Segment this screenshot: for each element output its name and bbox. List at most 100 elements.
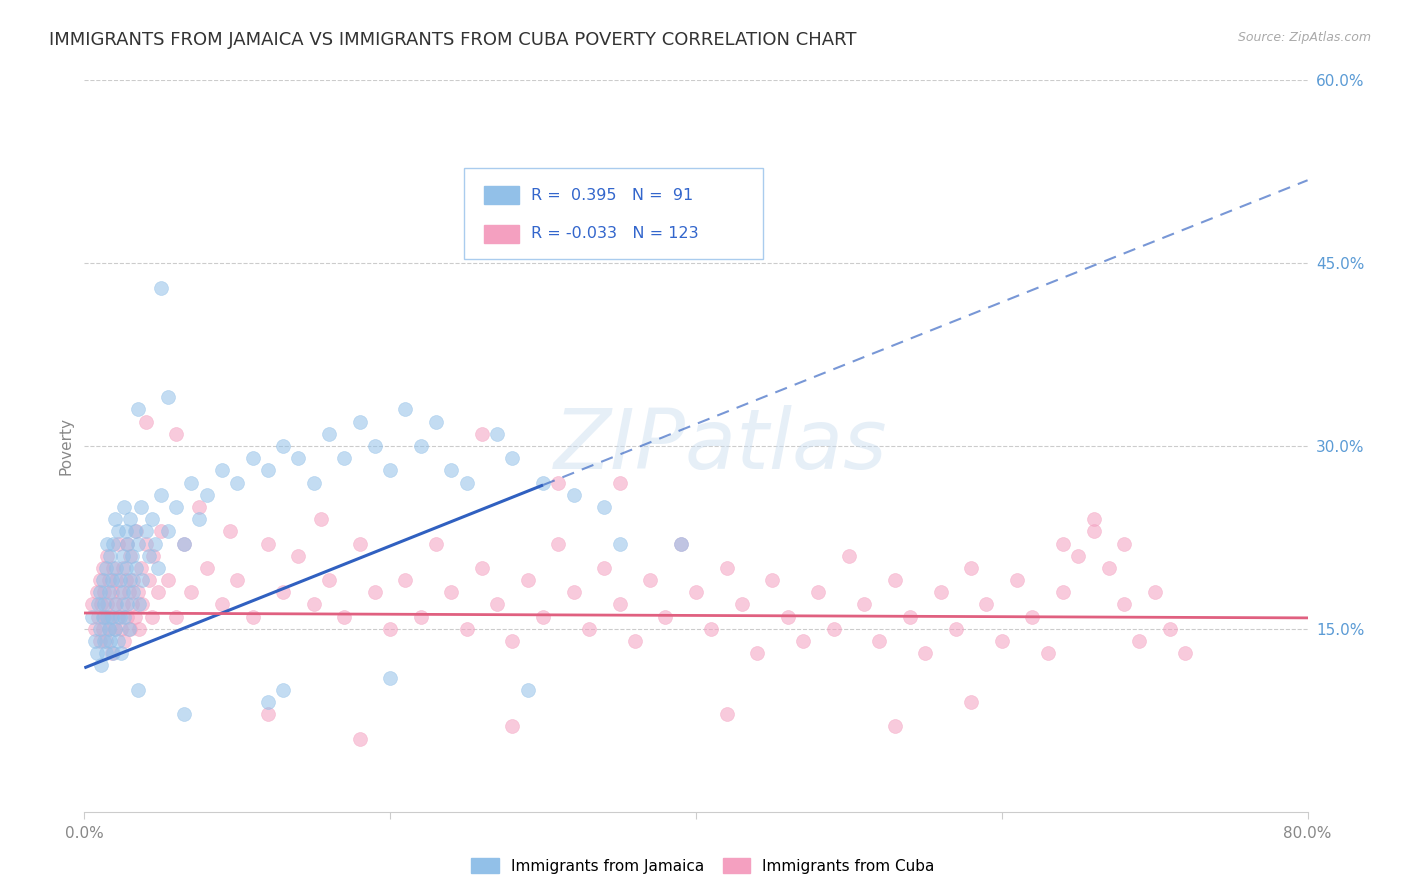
Point	[394, 573, 416, 587]
Point	[609, 598, 631, 612]
Point	[516, 682, 538, 697]
Point	[129, 561, 152, 575]
Point	[562, 585, 585, 599]
Point	[180, 475, 202, 490]
Point	[792, 634, 814, 648]
Point	[333, 609, 356, 624]
Point	[94, 561, 117, 575]
Point	[823, 622, 845, 636]
Point	[257, 707, 280, 722]
Point	[440, 585, 463, 599]
Point	[93, 585, 115, 599]
Point	[807, 585, 830, 599]
Point	[108, 585, 131, 599]
Point	[129, 500, 152, 514]
Point	[1036, 646, 1059, 660]
Point	[131, 573, 153, 587]
Point	[562, 488, 585, 502]
Point	[685, 585, 707, 599]
Point	[101, 609, 124, 624]
Point	[700, 622, 723, 636]
Point	[991, 634, 1014, 648]
Point	[654, 609, 676, 624]
Point	[93, 634, 115, 648]
Point	[547, 475, 569, 490]
Point	[960, 561, 983, 575]
Point	[165, 500, 187, 514]
Point	[84, 622, 107, 636]
Point	[105, 598, 128, 612]
Point	[103, 536, 125, 550]
Point	[486, 598, 509, 612]
Point	[165, 426, 187, 441]
FancyBboxPatch shape	[464, 168, 763, 260]
Point	[731, 598, 754, 612]
Point	[108, 573, 131, 587]
Point	[149, 488, 172, 502]
Text: R =  0.395   N =  91: R = 0.395 N = 91	[531, 187, 693, 202]
Point	[120, 549, 142, 563]
Point	[716, 707, 738, 722]
Point	[142, 549, 165, 563]
Point	[531, 475, 554, 490]
Point	[90, 658, 112, 673]
Point	[440, 463, 463, 477]
Point	[456, 475, 478, 490]
Point	[96, 536, 118, 550]
Point	[302, 598, 325, 612]
Point	[131, 598, 153, 612]
Point	[593, 561, 616, 575]
Point	[226, 475, 249, 490]
Point	[960, 695, 983, 709]
Point	[380, 463, 402, 477]
Point	[173, 707, 195, 722]
Point	[638, 573, 661, 587]
Point	[114, 524, 136, 539]
Point	[91, 561, 114, 575]
Point	[104, 598, 127, 612]
Point	[97, 573, 120, 587]
Point	[149, 280, 172, 294]
Point	[180, 585, 202, 599]
Point	[128, 622, 150, 636]
Point	[471, 426, 494, 441]
Point	[409, 439, 432, 453]
Point	[115, 609, 138, 624]
Point	[86, 646, 108, 660]
Point	[138, 549, 160, 563]
Point	[257, 695, 280, 709]
Point	[271, 585, 294, 599]
Point	[149, 524, 172, 539]
Point	[110, 646, 132, 660]
Point	[838, 549, 860, 563]
Point	[716, 561, 738, 575]
Point	[122, 585, 145, 599]
Point	[898, 609, 921, 624]
Point	[311, 512, 333, 526]
Point	[89, 634, 111, 648]
Point	[257, 463, 280, 477]
Point	[101, 573, 124, 587]
Point	[104, 512, 127, 526]
Point	[394, 402, 416, 417]
Point	[364, 439, 387, 453]
Point	[318, 426, 340, 441]
Point	[157, 390, 180, 404]
Point	[94, 634, 117, 648]
Point	[111, 549, 134, 563]
Point	[425, 536, 447, 550]
Point	[84, 634, 107, 648]
Text: R = -0.033   N = 123: R = -0.033 N = 123	[531, 227, 699, 242]
Point	[110, 622, 132, 636]
Point	[1174, 646, 1197, 660]
Point	[86, 585, 108, 599]
Point	[89, 573, 111, 587]
Point	[114, 573, 136, 587]
Point	[242, 451, 264, 466]
Point	[380, 622, 402, 636]
Point	[349, 415, 371, 429]
Point	[456, 622, 478, 636]
Point	[1114, 536, 1136, 550]
Y-axis label: Poverty: Poverty	[58, 417, 73, 475]
Point	[87, 598, 110, 612]
